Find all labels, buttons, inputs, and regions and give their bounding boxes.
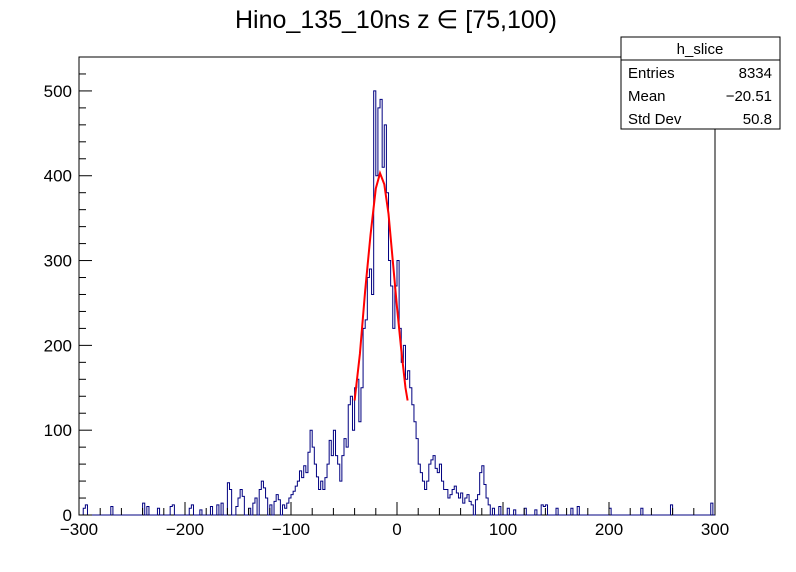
- stats-box-frame: [620, 36, 781, 130]
- y-tick-label: 300: [44, 252, 72, 271]
- x-tick-label: 0: [392, 520, 401, 539]
- y-axis: 0 100 200 300 400 500: [44, 56, 92, 525]
- stats-mean-value: −20.51: [726, 88, 772, 105]
- x-axis: −300 −200 −100 0 100 200 300: [60, 502, 729, 539]
- y-tick-label: 100: [44, 421, 72, 440]
- stats-entries-value: 8334: [739, 65, 772, 82]
- y-tick-label: 500: [44, 82, 72, 101]
- stats-stddev-value: 50.8: [743, 111, 772, 128]
- y-tick-label: 0: [63, 506, 72, 525]
- stats-stddev-label: Std Dev: [628, 111, 682, 128]
- x-tick-label: −200: [166, 520, 204, 539]
- histogram-series: [79, 90, 715, 516]
- x-tick-label: 300: [701, 520, 729, 539]
- histogram-bars: [79, 90, 715, 516]
- fit-curve-layer: [353, 170, 409, 401]
- y-tick-label: 200: [44, 336, 72, 355]
- x-tick-label: 100: [489, 520, 517, 539]
- chart-title: Hino_135_10ns z ∈ [75,100): [235, 6, 557, 34]
- y-tick-label: 400: [44, 167, 72, 186]
- x-tick-label: −300: [60, 520, 98, 539]
- stats-mean-label: Mean: [628, 88, 666, 105]
- x-tick-label: 200: [595, 520, 623, 539]
- stats-box-title: h_slice: [677, 41, 724, 58]
- stats-entries-label: Entries: [628, 65, 675, 82]
- x-tick-label: −100: [272, 520, 310, 539]
- gaussian-fit-curve: [353, 170, 409, 401]
- stats-box: h_slice Entries 8334 Mean −20.51 Std Dev…: [620, 36, 781, 130]
